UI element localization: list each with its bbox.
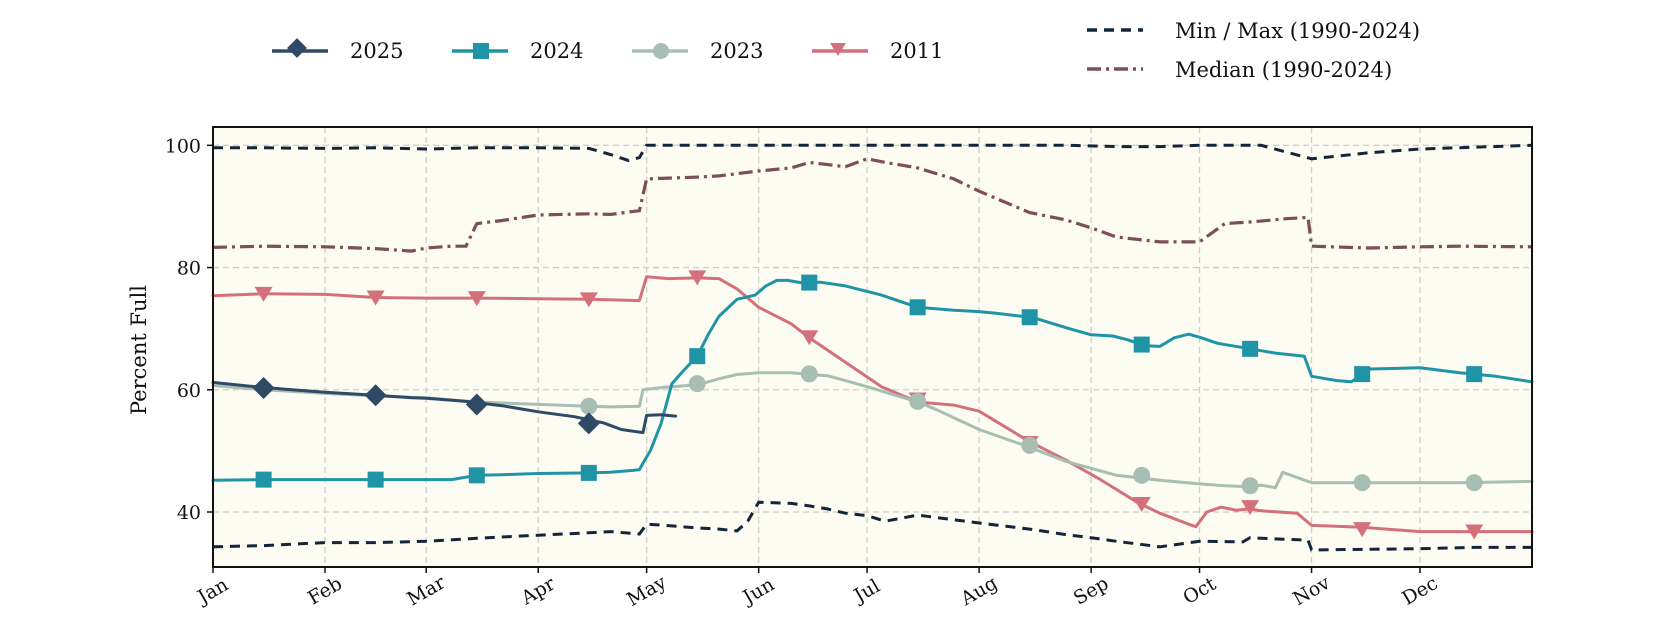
series-2024-marker [801,274,818,291]
x-tick-label: Jun [738,573,779,609]
series-2011-marker [800,330,819,346]
legend-label-2011: 2011 [890,39,943,63]
series-2024-marker [367,471,384,488]
series-2025-marker [577,412,600,435]
series-2011-marker [1465,524,1484,540]
series-2011-line [211,275,1534,534]
y-tick-label: 40 [177,502,201,524]
series-2024-marker [1242,340,1259,357]
series-2011-marker [1132,497,1151,513]
x-tick-label: Apr [517,572,560,609]
series-2025-marker [364,384,387,407]
legend-entry-2023: 2023 [632,39,763,63]
x-tick-label: Feb [304,573,346,610]
series-median-line [212,157,1533,253]
series-2011-marker [579,292,598,308]
y-tick-label: 60 [177,380,201,402]
series-max-line [213,143,1533,163]
x-tick-label: May [623,571,670,611]
series-2024-marker [1354,366,1371,383]
series-2024-marker [1021,309,1038,326]
series-2023-marker [1021,436,1039,454]
plot-area: 40 60 80 100 Jan Feb Mar Apr May Jun Jul Aug Sep Oct N… [165,126,1534,611]
series-2011-marker [366,290,385,306]
series-2025-marker [252,376,275,399]
series-2023-marker [909,392,927,410]
series-2023-marker [1353,474,1371,492]
y-axis-label: Percent Full [127,285,151,415]
x-tick-label: Nov [1289,572,1334,611]
legend-entry-2024: 2024 [452,39,583,63]
series-2011-marker [1353,522,1372,538]
series-2024-marker [909,299,926,316]
series-2023-marker [1133,466,1151,484]
series-2023-marker [800,365,818,383]
x-tick-label: Sep [1070,572,1113,609]
x-tick-label: Oct [1179,573,1220,609]
legend: 2025 2024 2023 2011 Min / Max (1990-2024… [272,19,1420,82]
series-2011-marker [688,270,707,286]
y-tick-label: 80 [177,258,201,280]
x-tick-label: Mar [403,571,449,610]
series-2023-marker [1241,477,1259,495]
series-2023-marker [688,375,706,393]
legend-label-2025: 2025 [350,39,403,63]
plot-frame [212,126,1533,568]
legend-entry-min-max: Min / Max (1990-2024) [1087,19,1420,43]
x-tick-label: Aug [956,572,1001,611]
legend-label-median: Median (1990-2024) [1175,58,1392,82]
y-tick-label: 100 [165,135,201,157]
legend-entry-median: Median (1990-2024) [1087,58,1392,82]
x-tick-label: Jul [849,575,884,608]
series-2023-marker [1465,474,1483,492]
series-2025-line [211,380,678,435]
series-2023-line [211,371,1534,490]
x-tick-label: Dec [1398,572,1441,610]
series-2011-marker [467,291,486,307]
series-2024-marker [468,467,485,484]
series-2011-marker [254,286,273,302]
series-2024-marker [1466,366,1483,383]
series-2024-marker [689,348,706,365]
legend-label-2024: 2024 [530,39,583,63]
x-tick-label: Jan [192,574,232,610]
series-2025-marker [465,393,488,416]
series-2024-line [211,278,1534,482]
series-2011-marker [1241,500,1260,516]
series-2024-marker [580,464,597,481]
legend-label-2023: 2023 [710,39,763,63]
plot-background [213,127,1532,567]
series-2024-marker [1133,336,1150,353]
legend-entry-2011: 2011 [812,39,943,63]
legend-label-min-max: Min / Max (1990-2024) [1175,19,1420,43]
series-2024-marker [255,471,272,488]
series-2023-marker [580,397,598,415]
legend-entry-2025: 2025 [272,38,403,63]
